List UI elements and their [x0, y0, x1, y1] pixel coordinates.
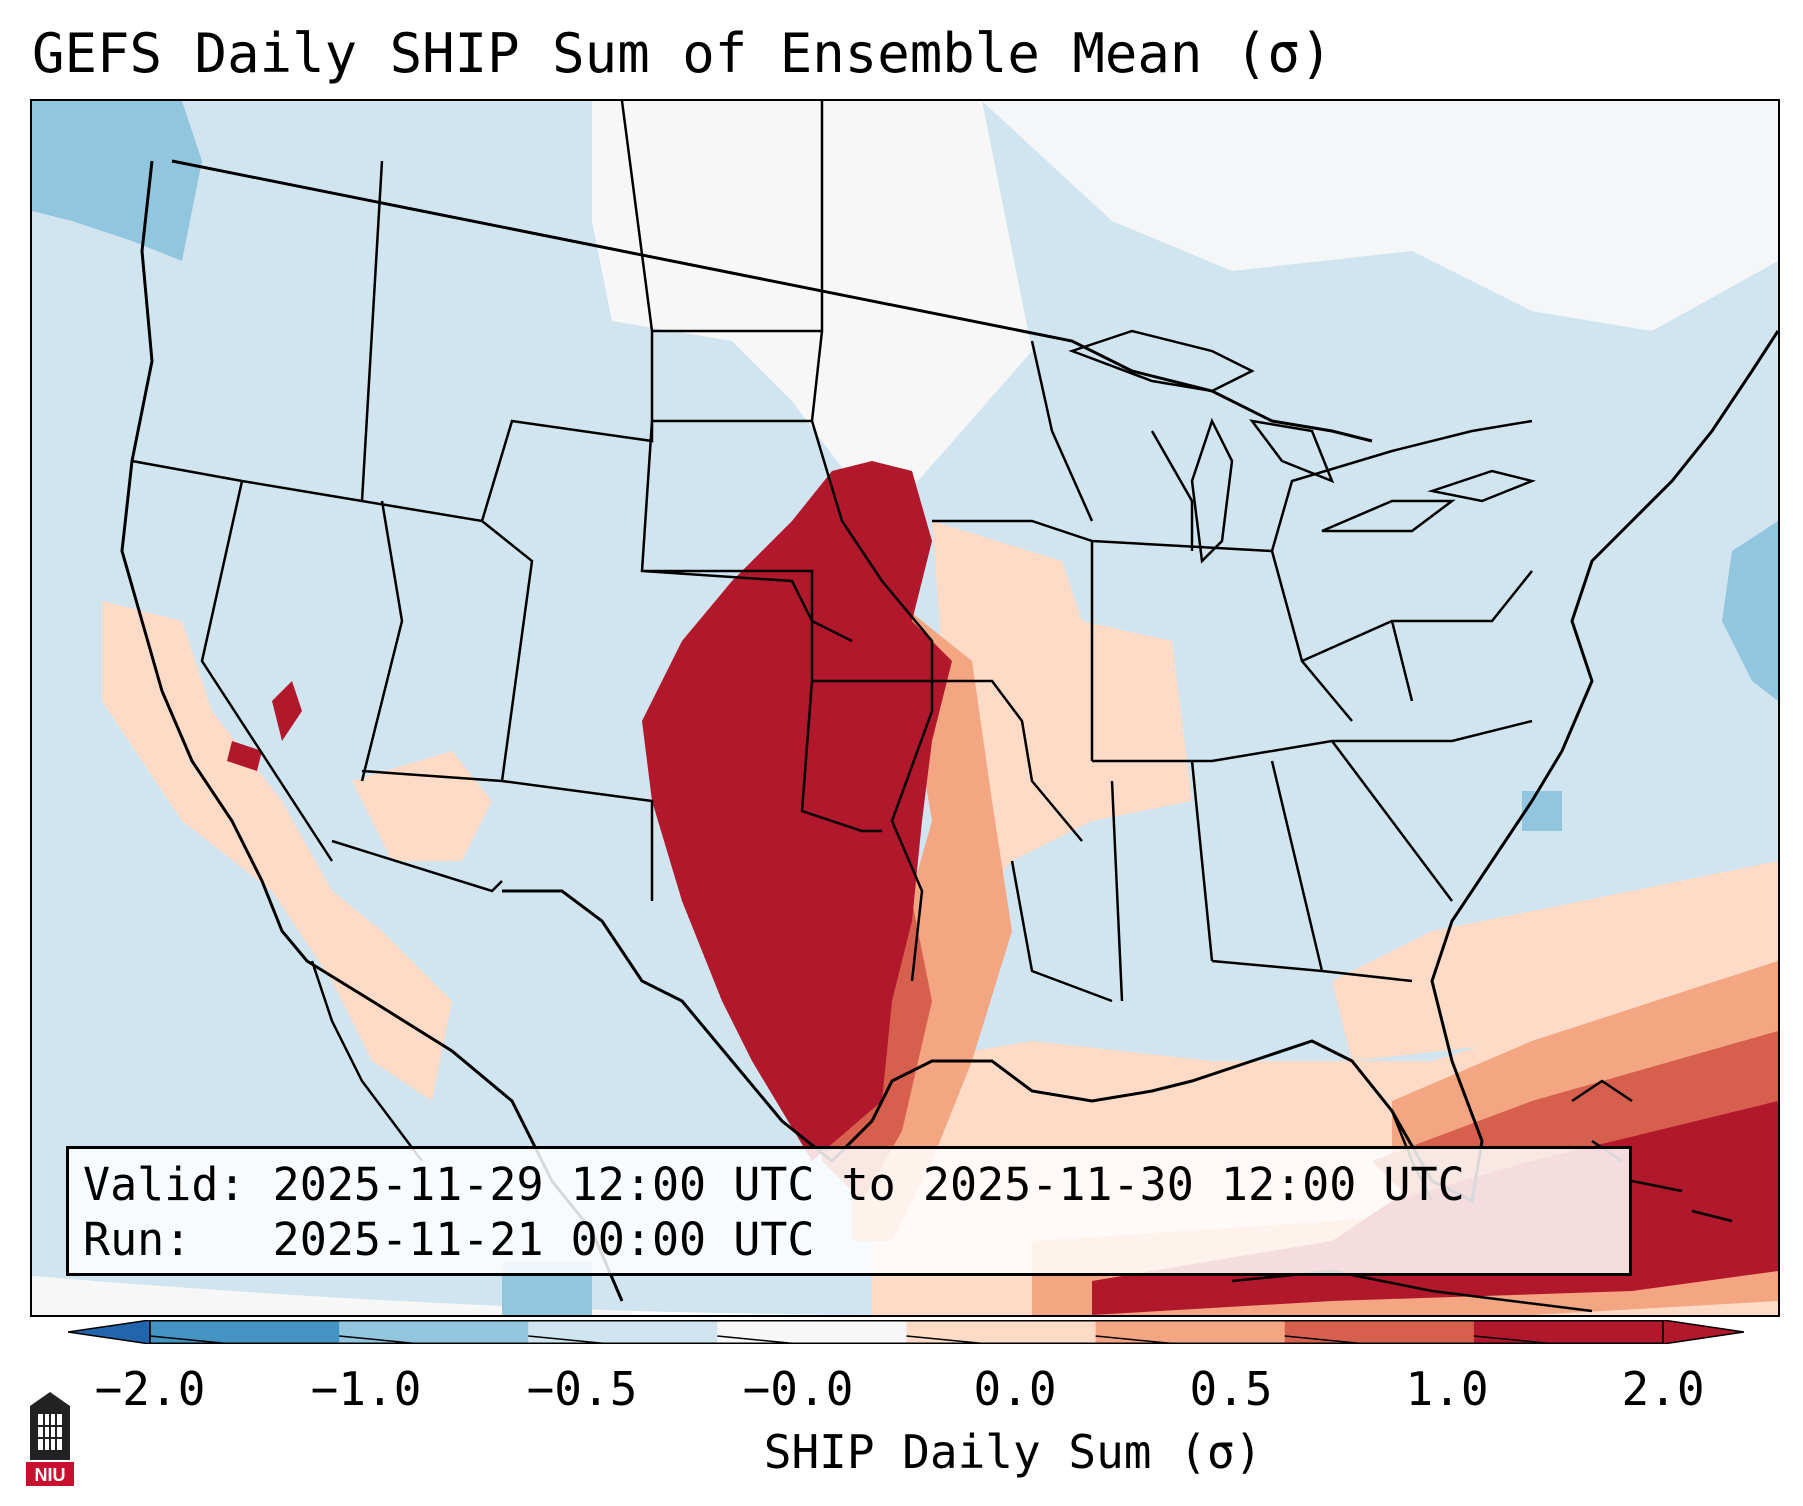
colorbar-extend-low [68, 1320, 151, 1344]
map-panel[interactable] [30, 99, 1780, 1317]
map-svg [32, 101, 1778, 1315]
colorbar-tick [528, 1335, 611, 1344]
field-near-zero-bottom [32, 1276, 632, 1315]
colorbar-tick [717, 1335, 800, 1344]
validity-info-box: Valid: 2025-11-29 12:00 UTC to 2025-11-3… [66, 1146, 1632, 1276]
field-positive-extreme-plains [642, 461, 952, 1161]
field-positive-medium-gulfstream [1392, 961, 1778, 1161]
logo-text: NIU [35, 1465, 66, 1485]
colorbar-tick-label: 2.0 [1621, 1362, 1705, 1416]
colorbar-segment [339, 1320, 529, 1344]
caribbean-islands [1231, 1139, 1733, 1313]
field-positive-light-california [102, 601, 452, 1101]
colorbar-segment [150, 1320, 340, 1344]
colorbar-tick [1095, 1335, 1178, 1344]
colorbar-extend-high [1662, 1320, 1744, 1344]
colorbar-tick-label: −0.0 [742, 1362, 854, 1416]
valid-time-text: Valid: 2025-11-29 12:00 UTC to 2025-11-3… [83, 1158, 1465, 1211]
colorbar-segment [717, 1320, 907, 1344]
colorbar-tick-label: −2.0 [94, 1362, 206, 1416]
colorbar [68, 1320, 1744, 1344]
colorbar-tick [1284, 1335, 1367, 1344]
field-negative-atlantic-small [1522, 791, 1562, 831]
colorbar-segment [1284, 1320, 1475, 1344]
field-negative-northwest [32, 101, 202, 261]
state-borders [131, 101, 1533, 1003]
field-positive-extreme-nevada [227, 681, 302, 771]
colorbar-tick [339, 1335, 422, 1344]
colorbar-segment [528, 1320, 718, 1344]
colorbar-label: SHIP Daily Sum (σ) [763, 1425, 1263, 1479]
colorbar-tick-label: −1.0 [310, 1362, 422, 1416]
colorbar-tick [1473, 1335, 1556, 1344]
colorbar-segment [1095, 1320, 1286, 1344]
colorbar-tick-label: 1.0 [1405, 1362, 1489, 1416]
field-positive-light-southeast [1332, 861, 1778, 1061]
field-positive-light-midwest [932, 521, 1192, 921]
field-negative-east-atlantic [1722, 521, 1778, 701]
chart-title: GEFS Daily SHIP Sum of Ensemble Mean (σ) [32, 22, 1333, 85]
field-near-zero-northeast [982, 101, 1778, 331]
colorbar-tick [906, 1335, 989, 1344]
colorbar-tick-label: 0.5 [1189, 1362, 1273, 1416]
colorbar-segment [906, 1320, 1097, 1344]
colorbar-segment [1473, 1320, 1664, 1344]
colorbar-tick [149, 1335, 233, 1344]
run-time-text: Run: 2025-11-21 00:00 UTC [83, 1213, 815, 1266]
colorbar-tick-label: −0.5 [526, 1362, 638, 1416]
great-lakes [1068, 329, 1537, 564]
niu-logo: NIU [26, 1392, 74, 1486]
colorbar-outline [149, 1320, 1664, 1344]
field-near-zero-north [592, 101, 1032, 521]
colorbar-tick-label: 0.0 [973, 1362, 1057, 1416]
